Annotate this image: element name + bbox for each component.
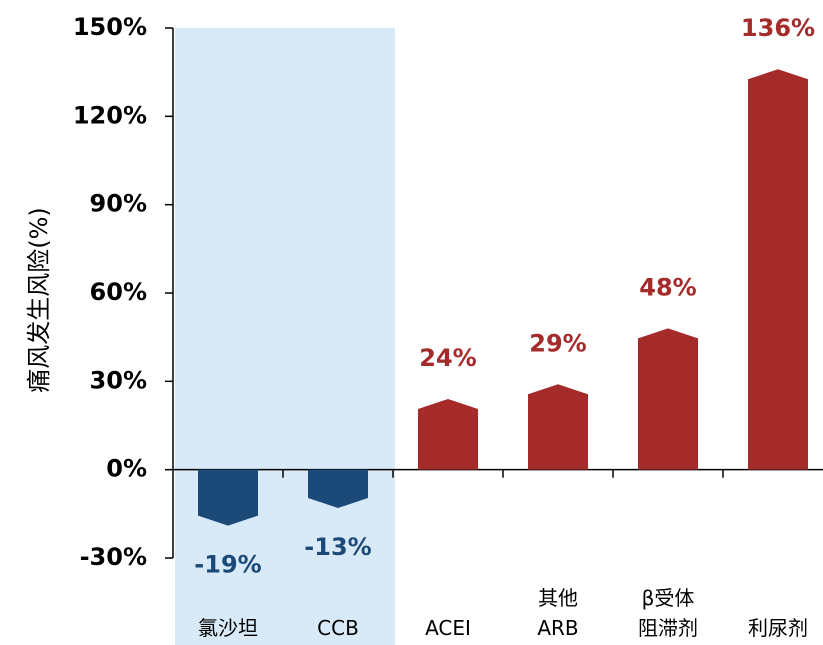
bar — [748, 69, 808, 470]
x-tick-label: β受体 阻滞剂 — [638, 586, 698, 640]
shaded-region — [285, 28, 395, 645]
y-tick-label: 0% — [106, 455, 147, 483]
x-tick-label: 利尿剂 — [748, 616, 808, 640]
value-label: -13% — [304, 533, 371, 561]
y-tick-label: -30% — [80, 543, 147, 571]
x-tick-label: 其他 ARB — [537, 586, 579, 640]
y-tick-label: 60% — [90, 278, 147, 306]
value-label: -19% — [194, 551, 261, 579]
y-axis-title: 痛风发生风险(%) — [25, 207, 53, 393]
bar — [418, 399, 478, 470]
bar — [528, 384, 588, 470]
bar — [198, 469, 258, 526]
y-tick-label: 120% — [73, 101, 147, 129]
bar — [638, 328, 698, 470]
y-tick-label: 150% — [73, 13, 147, 41]
value-label: 136% — [741, 14, 815, 42]
value-label: 29% — [529, 329, 586, 357]
bar — [308, 469, 368, 508]
x-tick-label: CCB — [317, 616, 359, 640]
y-tick-label: 90% — [90, 190, 147, 218]
y-tick-label: 30% — [90, 366, 147, 394]
value-label: 48% — [639, 273, 696, 301]
x-tick-label: ACEI — [425, 616, 471, 640]
x-tick-label: 氯沙坦 — [198, 616, 258, 640]
shaded-region — [175, 28, 285, 645]
value-label: 24% — [419, 344, 476, 372]
background — [175, 28, 395, 645]
